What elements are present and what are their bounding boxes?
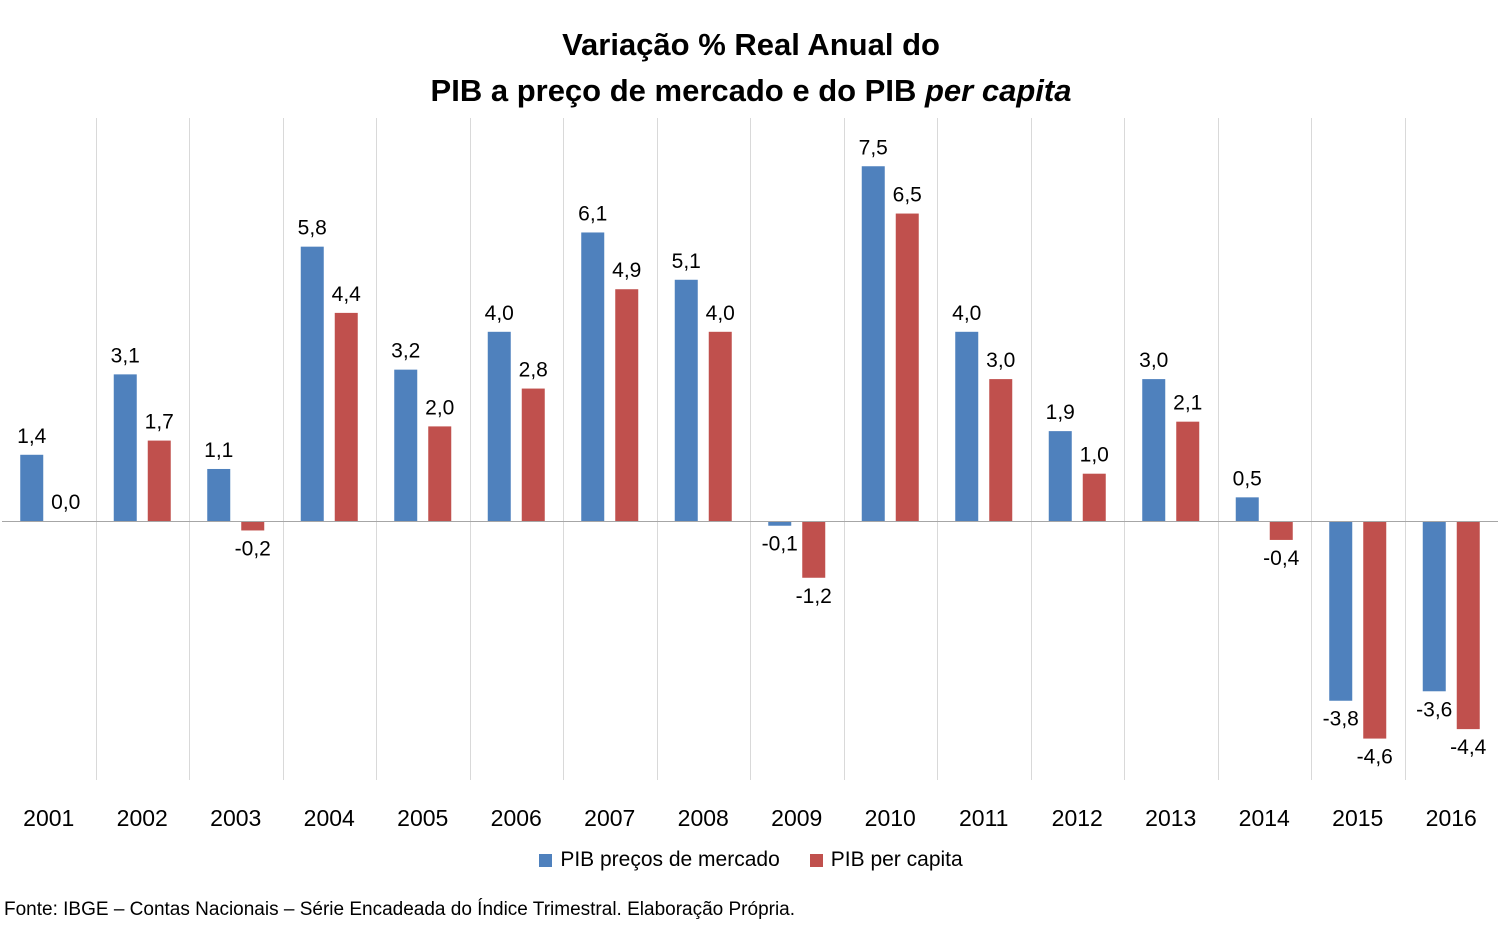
bar-pib-per-capita-2010 <box>895 213 919 522</box>
data-label-pib-per-capita-2014: -0,4 <box>1263 547 1300 570</box>
legend-item-pib-per-capita: PIB per capita <box>809 848 963 872</box>
data-label-pib-mercado-2012: 1,9 <box>1046 401 1075 424</box>
bar-pib-per-capita-2014 <box>1269 521 1293 540</box>
bar-pib-per-capita-2007 <box>615 289 639 521</box>
bar-pib-mercado-2004 <box>300 246 324 521</box>
data-label-pib-per-capita-2008: 4,0 <box>706 302 735 325</box>
bar-pib-mercado-2015 <box>1329 521 1353 701</box>
legend-label-pib-mercado: PIB preços de mercado <box>560 848 780 871</box>
x-tick-label-2007: 2007 <box>584 805 635 831</box>
bar-pib-mercado-2013 <box>1142 379 1166 521</box>
data-label-pib-mercado-2004: 5,8 <box>298 217 327 240</box>
chart-title-line2: PIB a preço de mercado e do PIB per capi… <box>0 68 1502 114</box>
bar-pib-per-capita-2006 <box>521 388 545 521</box>
data-label-pib-mercado-2006: 4,0 <box>485 302 514 325</box>
x-tick-label-2001: 2001 <box>23 805 74 831</box>
data-label-pib-mercado-2009: -0,1 <box>762 533 798 556</box>
data-label-pib-mercado-2002: 3,1 <box>111 344 140 367</box>
x-tick-label-2006: 2006 <box>491 805 542 831</box>
chart-title-line2-italic: per capita <box>925 73 1072 108</box>
x-tick-label-2015: 2015 <box>1332 805 1383 831</box>
bar-pib-per-capita-2013 <box>1176 421 1200 521</box>
x-tick-label-2004: 2004 <box>304 805 355 831</box>
x-tick-label-2012: 2012 <box>1052 805 1103 831</box>
bar-pib-mercado-2007 <box>581 232 605 521</box>
legend-swatch-pib-per-capita <box>809 853 823 867</box>
data-label-pib-per-capita-2003: -0,2 <box>235 537 271 560</box>
x-tick-label-2011: 2011 <box>959 805 1008 831</box>
data-label-pib-per-capita-2013: 2,1 <box>1173 392 1202 415</box>
data-label-pib-mercado-2001: 1,4 <box>17 425 47 448</box>
legend-swatch-pib-mercado <box>539 853 553 867</box>
bar-pib-mercado-2014 <box>1235 497 1259 521</box>
data-label-pib-mercado-2015: -3,8 <box>1323 708 1359 731</box>
bar-pib-per-capita-2005 <box>428 426 452 521</box>
bar-pib-per-capita-2011 <box>989 379 1013 521</box>
bar-pib-per-capita-2012 <box>1082 473 1106 521</box>
bar-pib-per-capita-2003 <box>241 521 265 531</box>
bar-pib-mercado-2010 <box>861 166 885 521</box>
data-label-pib-mercado-2005: 3,2 <box>391 340 420 363</box>
x-tick-label-2002: 2002 <box>117 805 168 831</box>
data-label-pib-per-capita-2005: 2,0 <box>425 396 454 419</box>
x-tick-label-2009: 2009 <box>771 805 822 831</box>
data-label-pib-per-capita-2007: 4,9 <box>612 259 641 282</box>
x-tick-label-2014: 2014 <box>1239 805 1290 831</box>
x-tick-label-2010: 2010 <box>865 805 916 831</box>
source-note: Fonte: IBGE – Contas Nacionais – Série E… <box>4 899 796 920</box>
x-tick-label-2003: 2003 <box>210 805 261 831</box>
data-label-pib-per-capita-2006: 2,8 <box>519 359 548 382</box>
chart-title-line1: Variação % Real Anual do <box>562 27 940 62</box>
legend-item-pib-mercado: PIB preços de mercado <box>539 848 780 872</box>
data-label-pib-mercado-2007: 6,1 <box>578 202 607 225</box>
data-label-pib-per-capita-2012: 1,0 <box>1080 444 1109 467</box>
data-label-pib-per-capita-2016: -4,4 <box>1450 736 1487 759</box>
data-label-pib-mercado-2016: -3,6 <box>1416 698 1452 721</box>
bar-pib-per-capita-2004 <box>334 312 358 521</box>
chart-legend: PIB preços de mercado PIB per capita <box>0 848 1502 872</box>
data-label-pib-per-capita-2011: 3,0 <box>986 349 1015 372</box>
x-tick-label-2013: 2013 <box>1145 805 1196 831</box>
data-label-pib-mercado-2010: 7,5 <box>859 136 888 159</box>
bar-pib-mercado-2012 <box>1048 431 1072 521</box>
bar-pib-mercado-2009 <box>768 521 792 526</box>
data-label-pib-mercado-2014: 0,5 <box>1233 467 1262 490</box>
bar-pib-mercado-2005 <box>394 369 418 521</box>
data-label-pib-per-capita-2015: -4,6 <box>1357 746 1393 769</box>
data-label-pib-mercado-2008: 5,1 <box>672 250 701 273</box>
chart-title-line2-main: PIB a preço de mercado e do PIB <box>430 73 917 108</box>
data-label-pib-mercado-2003: 1,1 <box>204 439 233 462</box>
data-label-pib-mercado-2013: 3,0 <box>1139 349 1168 372</box>
bar-pib-per-capita-2009 <box>802 521 826 578</box>
data-label-pib-per-capita-2009: -1,2 <box>796 585 832 608</box>
x-tick-label-2005: 2005 <box>397 805 448 831</box>
legend-label-pib-per-capita: PIB per capita <box>830 848 963 871</box>
data-label-pib-per-capita-2004: 4,4 <box>332 283 362 306</box>
bar-pib-per-capita-2015 <box>1363 521 1387 739</box>
bar-pib-mercado-2002 <box>113 374 137 521</box>
bar-pib-per-capita-2002 <box>147 440 171 521</box>
data-label-pib-per-capita-2002: 1,7 <box>145 411 174 434</box>
data-label-pib-mercado-2011: 4,0 <box>952 302 981 325</box>
data-label-pib-per-capita-2001: 0,0 <box>51 491 80 514</box>
bar-pib-per-capita-2008 <box>708 331 732 521</box>
x-tick-label-2008: 2008 <box>678 805 729 831</box>
bar-pib-mercado-2008 <box>674 279 698 521</box>
x-tick-label-2016: 2016 <box>1426 805 1477 831</box>
bar-pib-mercado-2003 <box>207 468 231 521</box>
bar-pib-mercado-2011 <box>955 331 979 521</box>
data-label-pib-per-capita-2010: 6,5 <box>893 184 922 207</box>
bar-pib-mercado-2016 <box>1422 521 1446 692</box>
bar-pib-per-capita-2016 <box>1456 521 1480 730</box>
chart-title: Variação % Real Anual do PIB a preço de … <box>0 22 1502 114</box>
bar-pib-mercado-2001 <box>20 454 44 521</box>
bar-pib-mercado-2006 <box>487 331 511 521</box>
